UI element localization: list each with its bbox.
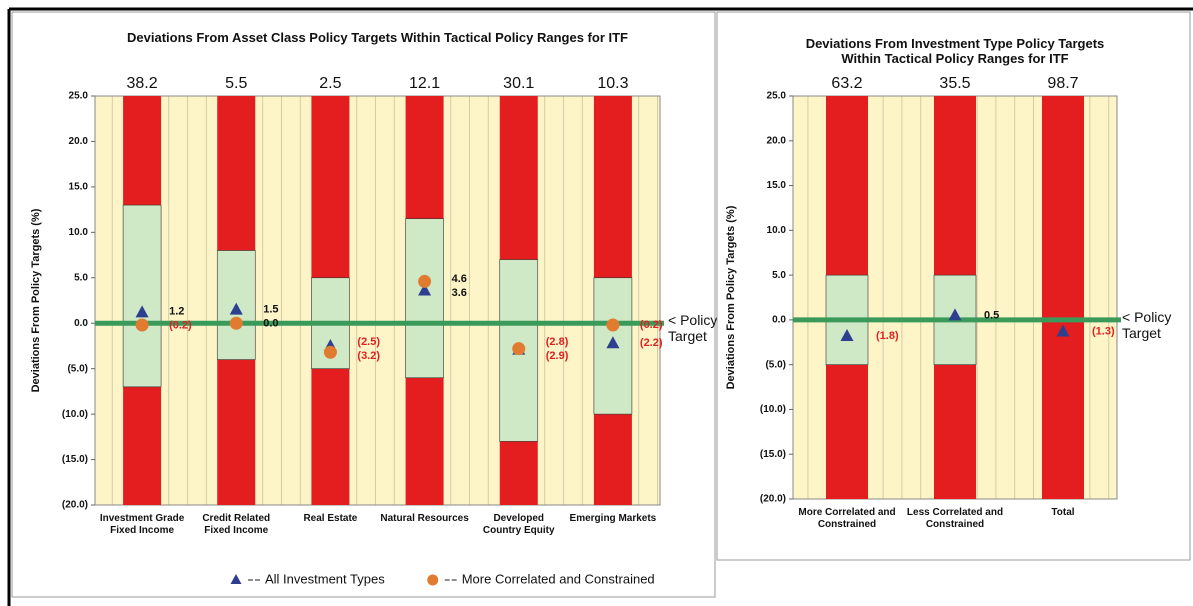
triangle-marker [135, 305, 149, 318]
x-tick-label-box: Natural Resources [380, 513, 469, 524]
value-label: (1.8) [876, 330, 899, 342]
annotation: < Policy Target [1122, 308, 1172, 341]
circle-marker [606, 318, 620, 332]
chart-title-box: Deviations From Asset Class Policy Targe… [127, 30, 628, 45]
y-tick-label: (5.0) [67, 363, 88, 374]
policy-range [122, 204, 162, 388]
chart-frame [11, 11, 716, 598]
value-label: (0.2) [640, 319, 663, 331]
x-tick-label: Less Correlated and Constrained [906, 507, 1004, 530]
x-tick-label: Investment Grade Fixed Income [99, 513, 185, 536]
legend-label: More Correlated and Constrained [462, 571, 655, 586]
y-axis-label: Deviations From Policy Targets (%) [725, 205, 737, 389]
circle-marker [135, 318, 149, 332]
y-tick-label: 15.0 [69, 182, 89, 193]
value-label: 1.2 [169, 306, 184, 318]
tactical-range-bar [1042, 96, 1084, 499]
triangle-marker [948, 308, 962, 321]
y-tick-label: (15.0) [62, 454, 88, 465]
value-label: 0.5 [984, 309, 999, 321]
policy-range [405, 218, 444, 379]
x-tick-label: Credit Related Fixed Income [202, 513, 271, 536]
top-label: 2.5 [319, 75, 341, 92]
x-tick-label: Natural Resources [380, 513, 469, 524]
top-label: 63.2 [831, 75, 862, 92]
y-tick-label: 25.0 [767, 91, 787, 102]
value-label: 0.0 [263, 317, 278, 329]
value-label: (2.9) [546, 350, 569, 362]
legend-label: All Investment Types [265, 571, 385, 586]
x-tick-label-box: Investment Grade Fixed Income [99, 513, 185, 536]
x-tick-label-box: Credit Related Fixed Income [202, 513, 271, 536]
value-label: (2.5) [357, 336, 380, 348]
circle-marker [512, 342, 526, 356]
x-tick-label-box: Total [1051, 507, 1075, 518]
y-tick-label: 10.0 [69, 227, 89, 238]
x-tick-label-box: More Correlated and Constrained [798, 507, 896, 530]
annotation: < Policy Target [668, 312, 718, 345]
y-tick-label: (10.0) [62, 409, 88, 420]
value-label: (1.3) [1092, 325, 1115, 337]
value-label: (3.2) [357, 350, 380, 362]
triangle-marker [840, 329, 854, 342]
x-tick-label: Real Estate [303, 513, 358, 524]
y-tick-label: (15.0) [760, 449, 786, 460]
y-tick-label: (5.0) [765, 359, 786, 370]
legend-marker [230, 574, 242, 584]
y-tick-label: 25.0 [69, 91, 89, 102]
annotation-box: < Policy Target [668, 312, 718, 345]
x-tick-label: Developed Country Equity [482, 513, 555, 536]
x-tick-label-box: Developed Country Equity [482, 513, 555, 536]
value-label: 3.6 [452, 287, 467, 299]
x-tick-label-box: Less Correlated and Constrained [906, 507, 1004, 530]
value-label: (0.2) [169, 320, 192, 332]
top-label: 30.1 [503, 75, 534, 92]
y-tick-label: 0.0 [772, 315, 786, 326]
top-label: 10.3 [597, 75, 628, 92]
plot-area [94, 95, 661, 506]
top-label: 98.7 [1047, 75, 1078, 92]
chart-title: Deviations From Asset Class Policy Targe… [127, 30, 628, 45]
x-tick-label: Total [1051, 507, 1075, 518]
value-label: 4.6 [452, 273, 467, 285]
y-tick-label: (20.0) [62, 500, 88, 511]
x-tick-label: More Correlated and Constrained [798, 507, 896, 530]
y-tick-label: 5.0 [74, 272, 88, 283]
y-tick-label: 0.0 [74, 318, 88, 329]
triangle-marker [229, 302, 243, 315]
triangle-marker [1056, 324, 1070, 337]
value-label: 1.5 [263, 303, 278, 315]
y-tick-label: 5.0 [772, 270, 786, 281]
y-tick-label: (20.0) [760, 494, 786, 505]
triangle-marker [418, 283, 432, 296]
top-label: 5.5 [225, 75, 247, 92]
chart-title: Deviations From Investment Type Policy T… [805, 36, 1105, 66]
annotation-box: < Policy Target [1122, 308, 1172, 341]
x-tick-label-box: Emerging Markets [569, 513, 657, 524]
y-tick-label: 20.0 [767, 135, 787, 146]
top-label: 35.5 [939, 75, 970, 92]
chart-title-box: Deviations From Investment Type Policy T… [805, 36, 1105, 66]
y-tick-label: (10.0) [760, 404, 786, 415]
legend-marker [427, 574, 439, 586]
x-tick-label-box: Real Estate [303, 513, 358, 524]
triangle-marker [606, 336, 620, 349]
circle-marker [229, 316, 243, 330]
y-tick-label: 15.0 [767, 180, 787, 191]
top-label: 12.1 [409, 75, 440, 92]
x-tick-label: Emerging Markets [569, 513, 657, 524]
y-tick-label: 20.0 [69, 136, 89, 147]
circle-marker [323, 345, 337, 359]
value-label: (2.2) [640, 337, 663, 349]
y-tick-label: 10.0 [767, 225, 787, 236]
top-label: 38.2 [127, 75, 158, 92]
y-axis-label: Deviations From Policy Targets (%) [30, 208, 42, 392]
circle-marker [418, 274, 432, 288]
chart-frame [716, 11, 1191, 561]
value-label: (2.8) [546, 336, 569, 348]
